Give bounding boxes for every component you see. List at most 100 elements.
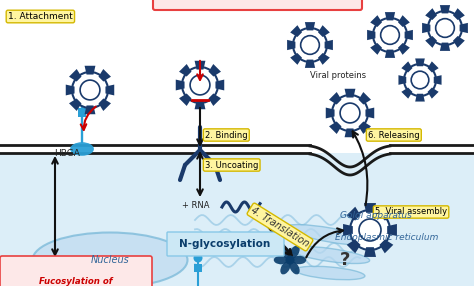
Polygon shape [460,23,468,33]
Polygon shape [66,85,74,96]
Text: 3. Uncoating: 3. Uncoating [205,160,258,170]
Text: WW: WW [344,110,356,116]
Polygon shape [385,12,395,20]
Polygon shape [305,59,315,68]
Polygon shape [379,207,393,221]
Bar [0,0,474,153]
Text: Endoplasmic reticulum: Endoplasmic reticulum [335,233,438,241]
Text: WW: WW [439,25,451,31]
Polygon shape [440,5,450,13]
Circle shape [350,210,390,250]
Text: Golgi apparatus: Golgi apparatus [340,210,412,219]
Circle shape [193,253,202,263]
Ellipse shape [295,266,365,280]
Circle shape [285,255,294,265]
Polygon shape [415,94,425,102]
Polygon shape [84,66,95,75]
Polygon shape [401,61,412,72]
Text: WW: WW [304,43,316,47]
Polygon shape [318,53,330,65]
Circle shape [72,72,108,108]
Circle shape [404,64,436,96]
Polygon shape [385,49,395,58]
Polygon shape [401,88,412,99]
Text: WW: WW [414,78,426,82]
Polygon shape [69,98,82,111]
Text: HBGA: HBGA [54,148,80,158]
Ellipse shape [290,246,300,259]
Ellipse shape [70,142,94,156]
Polygon shape [370,15,382,27]
Circle shape [182,67,218,103]
Text: WW: WW [364,227,376,233]
Polygon shape [290,53,302,65]
Polygon shape [387,224,397,236]
Polygon shape [358,122,371,134]
Circle shape [332,95,368,131]
Polygon shape [195,100,205,109]
Polygon shape [179,94,191,106]
Bar [78,108,86,117]
Circle shape [428,11,462,45]
Polygon shape [290,25,302,37]
Polygon shape [453,8,465,20]
Polygon shape [329,122,341,134]
Polygon shape [358,92,371,104]
Text: 4. Translation: 4. Translation [249,205,311,249]
Polygon shape [318,25,330,37]
Circle shape [293,28,327,62]
Polygon shape [305,22,315,30]
Polygon shape [84,106,95,114]
Polygon shape [345,89,356,98]
Polygon shape [398,15,410,27]
Ellipse shape [280,261,291,275]
Polygon shape [434,75,442,85]
Polygon shape [367,30,375,40]
Circle shape [77,96,87,106]
Polygon shape [192,234,204,243]
Polygon shape [99,98,111,111]
Ellipse shape [290,261,300,275]
FancyBboxPatch shape [0,256,152,286]
Text: Nucleus: Nucleus [91,255,129,265]
Text: WW: WW [194,82,206,88]
Text: N-glycosylation: N-glycosylation [179,239,271,249]
Polygon shape [425,8,437,20]
Polygon shape [405,30,413,40]
Polygon shape [379,239,393,253]
Ellipse shape [292,256,306,264]
Polygon shape [287,40,295,50]
Polygon shape [453,36,465,48]
Text: 2. Binding: 2. Binding [205,130,247,140]
Polygon shape [428,88,438,99]
Polygon shape [99,69,111,82]
Polygon shape [370,43,382,55]
Polygon shape [415,58,425,66]
Polygon shape [75,74,89,84]
Ellipse shape [280,246,291,259]
Ellipse shape [291,247,370,263]
Polygon shape [428,61,438,72]
Polygon shape [69,69,82,82]
Circle shape [373,18,407,52]
Polygon shape [346,207,361,221]
Polygon shape [425,36,437,48]
Polygon shape [195,61,205,69]
Polygon shape [343,224,353,236]
Text: WW: WW [84,88,96,92]
Polygon shape [325,40,333,50]
Polygon shape [176,80,184,90]
Polygon shape [399,75,406,85]
Polygon shape [440,43,450,51]
Polygon shape [398,43,410,55]
Text: 5. Viral assembly: 5. Viral assembly [375,208,447,217]
Polygon shape [364,247,376,257]
Bar [0,153,474,286]
Polygon shape [346,239,361,253]
Text: 1. Attachment: 1. Attachment [8,12,73,21]
Text: WW: WW [384,33,396,37]
Ellipse shape [286,225,374,245]
Polygon shape [209,64,221,77]
Ellipse shape [274,256,288,264]
Polygon shape [329,92,341,104]
